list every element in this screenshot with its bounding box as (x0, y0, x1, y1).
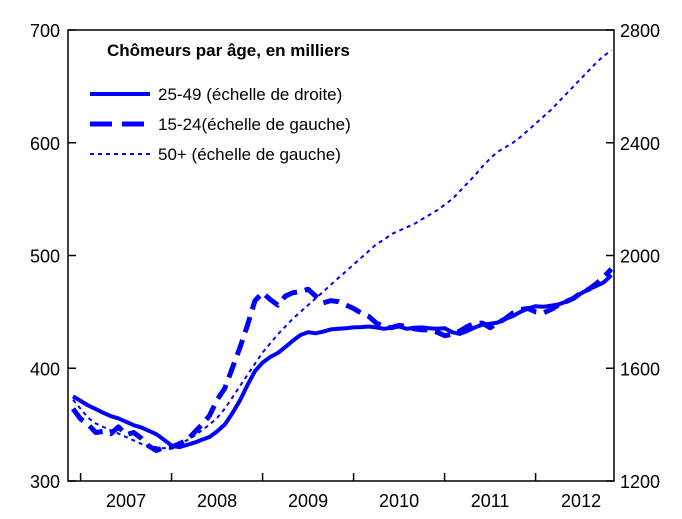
left-axis-ticks: 300 400 500 600 700 (30, 21, 76, 492)
x-axis-ticks: 2007 2008 2009 2010 2011 2012 (79, 473, 601, 511)
plot-area (67, 29, 615, 482)
right-tick-label: 2800 (620, 21, 660, 41)
left-tick-label: 700 (30, 21, 60, 41)
x-tick-label: 2008 (197, 491, 237, 511)
legend: Chômeurs par âge, en milliers 25-49 (éch… (90, 41, 351, 164)
series-layer (70, 49, 614, 454)
right-tick-label: 2000 (620, 247, 660, 267)
x-tick-label: 2010 (379, 491, 419, 511)
right-axis-ticks: 1200 1600 2000 2400 2800 (606, 21, 660, 492)
x-tick-label: 2009 (288, 491, 328, 511)
left-tick-label: 300 (30, 472, 60, 492)
left-tick-label: 500 (30, 247, 60, 267)
chart-title: Chômeurs par âge, en milliers (107, 41, 350, 60)
right-tick-label: 2400 (620, 134, 660, 154)
x-tick-label: 2011 (471, 491, 510, 511)
left-tick-label: 400 (30, 359, 60, 379)
legend-label: 50+ (échelle de gauche) (158, 145, 341, 164)
x-tick-label: 2012 (561, 491, 601, 511)
left-tick-label: 600 (30, 134, 60, 154)
series-line-3 (72, 49, 612, 450)
legend-label: 15-24(échelle de gauche) (158, 115, 351, 134)
legend-items: 25-49 (échelle de droite) 15-24(échelle d… (90, 85, 351, 164)
right-tick-label: 1600 (620, 359, 660, 379)
right-tick-label: 1200 (620, 472, 660, 492)
x-tick-label: 2007 (106, 491, 146, 511)
series-line-2 (70, 267, 614, 454)
legend-label: 25-49 (échelle de droite) (158, 85, 342, 104)
